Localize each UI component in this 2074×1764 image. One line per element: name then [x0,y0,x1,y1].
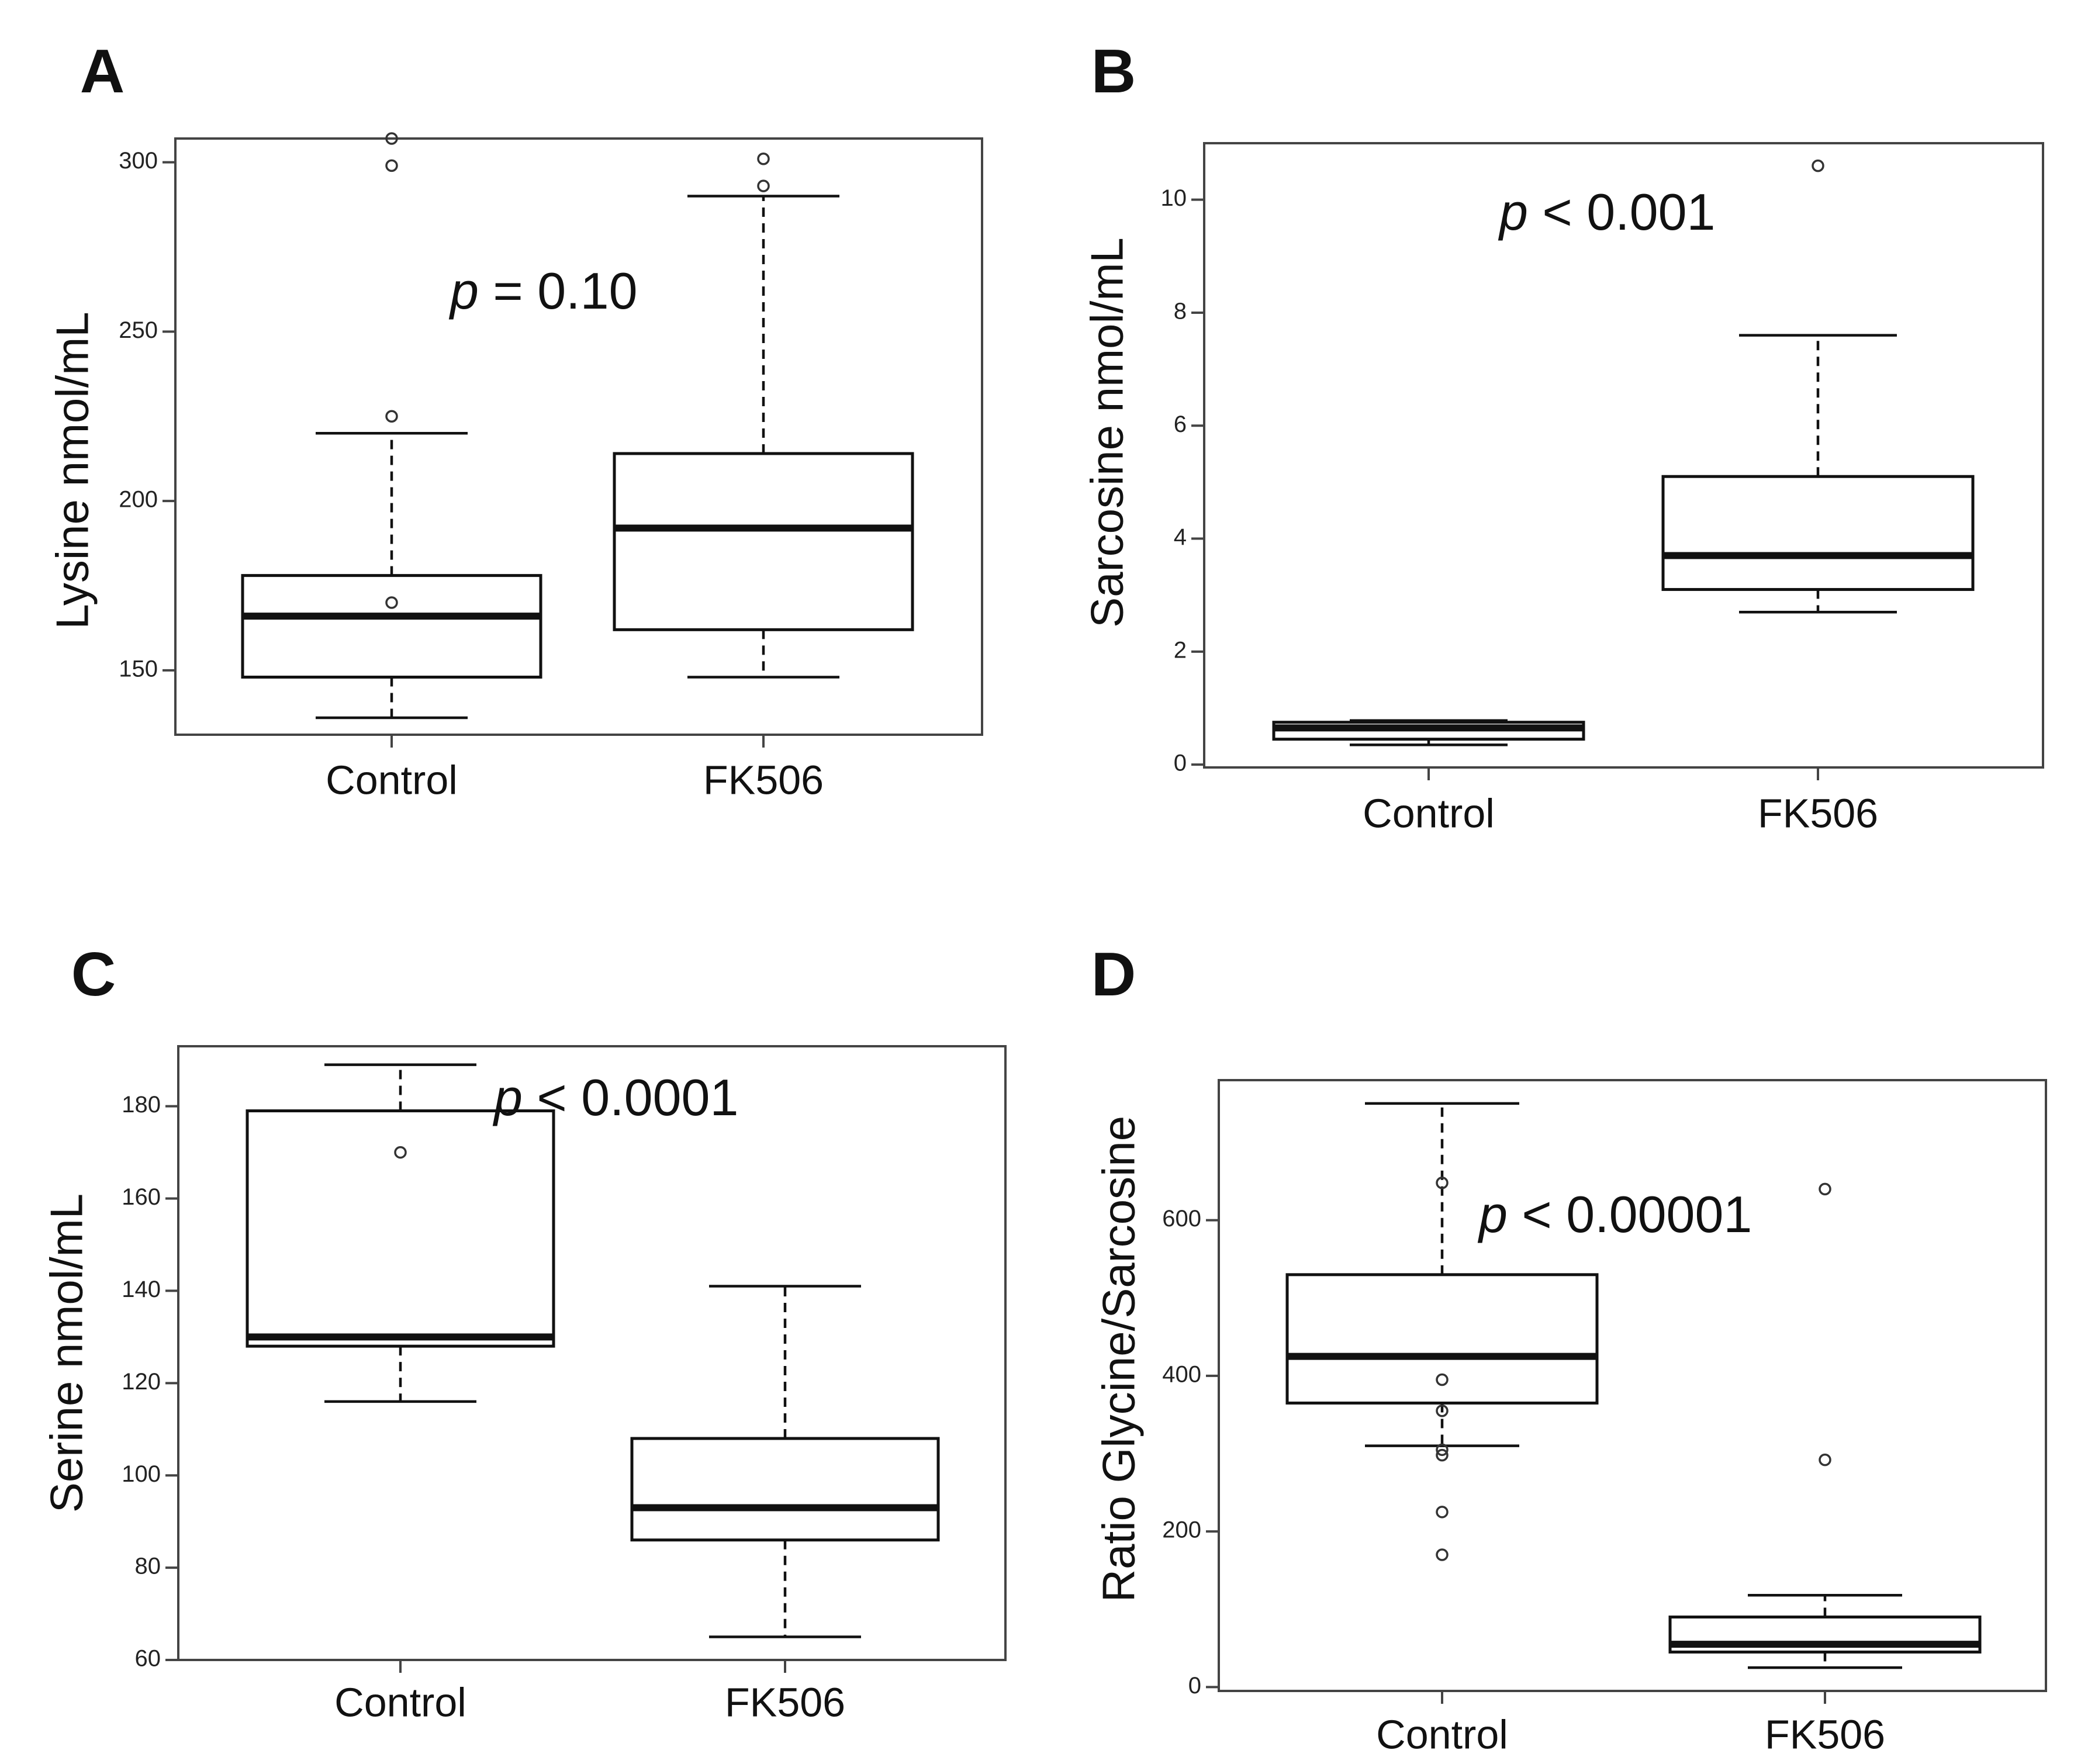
y-axis-label: Sarcosine nmol/mL [1081,237,1133,628]
p-value-text: = 0.10 [479,262,638,320]
iqr-box [246,1109,555,1348]
p-value-text: < 0.0001 [523,1068,738,1126]
p-value-annotation: p < 0.00001 [1477,1185,1752,1243]
box-fk506 [1661,159,1975,614]
y-tick-label: 60 [135,1646,161,1672]
x-category-label: FK506 [725,1679,845,1725]
panel-b: B 0 2 4 6 8 10 Sarcosine nmol/mL Control FK506 p <… [1081,37,2044,836]
y-tick-label: 200 [1162,1517,1201,1543]
outlier-point [385,410,398,423]
x-category-label: FK506 [703,757,824,803]
iqr-box [613,452,914,631]
y-tick-label: 180 [122,1092,161,1118]
y-tick-label: 140 [122,1277,161,1302]
y-tick-label: 150 [119,656,158,682]
y-tick-label: 8 [1174,299,1187,324]
y-tick-label: 200 [119,487,158,513]
panel-d: D 0 200 400 600 Ratio Glycine/Sarcosine Contro… [1091,940,2047,1757]
p-symbol: p [1498,183,1528,241]
outlier-point [1436,1448,1449,1462]
plot-frame [174,137,983,736]
outlier-point [385,159,398,172]
y-tick-label: 0 [1174,750,1187,776]
y-tick-label: 4 [1174,524,1187,550]
outlier-point [1436,1506,1449,1519]
p-symbol: p [1477,1185,1508,1243]
y-tick-label: 100 [122,1461,161,1487]
outlier-point [1819,1182,1831,1196]
iqr-box [1285,1273,1599,1405]
p-symbol: p [492,1068,523,1126]
p-value-annotation: p = 0.10 [448,262,638,320]
box-fk506 [613,153,914,679]
outlier-point [394,1146,407,1159]
y-tick-label: 400 [1162,1361,1201,1387]
iqr-box [241,574,542,679]
outlier-point [1436,1176,1449,1189]
outlier-point [1436,1405,1449,1417]
y-tick-label: 0 [1188,1673,1201,1699]
box-fk506 [630,1285,940,1638]
x-category-label: Control [334,1679,466,1725]
p-value-annotation: p < 0.001 [1498,183,1715,241]
y-tick-label: 250 [119,317,158,343]
outlier-point [1819,1453,1831,1466]
panel-label: A [80,37,125,106]
outlier-point [757,153,770,165]
outlier-point [385,132,398,145]
y-axis-label: Lysine nmol/mL [47,312,98,629]
iqr-box [1661,475,1975,592]
y-tick-label: 120 [122,1369,161,1395]
outlier-point [385,596,398,609]
y-tick-label: 300 [119,148,158,174]
panel-label: D [1091,940,1136,1009]
panel-label: C [71,940,116,1009]
p-value-text: < 0.001 [1528,183,1716,241]
y-tick-label: 6 [1174,411,1187,437]
box-control [1272,719,1585,746]
panel-a: A 150 200 250 300 Lysine nmol/mL Control FK506 p… [47,37,983,803]
y-tick-label: 10 [1161,185,1187,211]
outlier-point [1436,1373,1449,1386]
y-axis-label: Serine nmol/mL [41,1194,92,1513]
box-control [246,1063,555,1403]
p-symbol: p [448,262,479,320]
panel-label: B [1091,37,1136,106]
p-value-text: < 0.00001 [1508,1185,1752,1243]
y-tick-label: 80 [135,1554,161,1579]
box-control [1285,1102,1599,1561]
plot-frame [177,1045,1007,1661]
outlier-point [1436,1548,1449,1561]
plot-frame [1218,1079,2047,1692]
x-category-label: Control [1376,1711,1508,1757]
outlier-point [1812,159,1824,172]
x-category-label: Control [1363,790,1495,836]
x-category-label: FK506 [1765,1711,1885,1757]
y-axis-label: Ratio Glycine/Sarcosine [1093,1116,1145,1602]
box-fk506 [1668,1182,1982,1669]
outlier-point [1436,1443,1449,1457]
x-category-label: FK506 [1758,790,1878,836]
iqr-box [630,1437,940,1542]
plot-frame [1203,142,2044,769]
p-value-annotation: p < 0.0001 [492,1068,738,1126]
box-control [241,132,542,720]
y-tick-label: 2 [1174,637,1187,663]
y-tick-label: 600 [1162,1206,1201,1232]
panel-c: C 60 80 100 120 140 160 180 Serine nmol/mL Contro… [41,940,1007,1725]
x-category-label: Control [326,757,458,803]
y-tick-label: 160 [122,1184,161,1210]
outlier-point [757,179,770,192]
